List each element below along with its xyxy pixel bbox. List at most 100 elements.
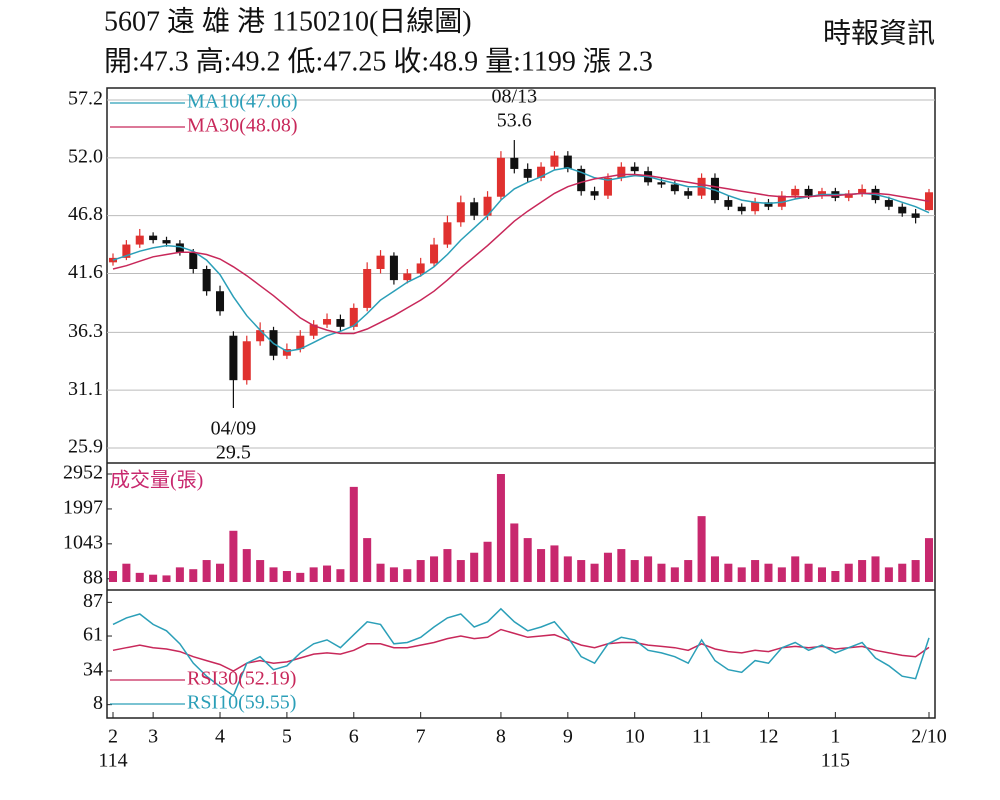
- volume-bar: [202, 560, 211, 582]
- volume-bar: [242, 549, 251, 582]
- volume-bar: [282, 571, 291, 582]
- volume-bar: [349, 486, 358, 582]
- candle-body: [349, 307, 358, 327]
- candle-body: [376, 255, 385, 269]
- candle-body: [804, 188, 813, 196]
- candle-body: [282, 349, 291, 356]
- candle-body: [216, 291, 225, 312]
- volume-bar: [737, 567, 746, 582]
- volume-bar: [777, 567, 786, 582]
- candle-body: [791, 188, 800, 196]
- candle-body: [858, 188, 867, 194]
- volume-bar: [791, 556, 800, 582]
- candle-body: [403, 273, 412, 281]
- volume-bar: [603, 552, 612, 582]
- volume-bar: [817, 567, 826, 582]
- x-tick-label: 8: [496, 726, 506, 748]
- candle-body: [684, 191, 693, 196]
- candle-body: [777, 195, 786, 207]
- y-tick-label: 2952: [63, 462, 103, 484]
- legend-label: RSI10(59.55): [187, 692, 296, 714]
- candle-body: [162, 240, 171, 244]
- y-tick-label: 57.2: [68, 88, 103, 110]
- volume-bar: [563, 556, 572, 582]
- volume-bar: [296, 572, 305, 582]
- volume-bar: [108, 571, 118, 582]
- volume-bar: [309, 567, 318, 582]
- candle-body: [309, 324, 318, 336]
- candle-body: [108, 257, 118, 263]
- volume-bar: [831, 571, 840, 582]
- candle-body: [884, 200, 893, 207]
- volume-bar: [884, 567, 893, 582]
- x-tick-label: 3: [148, 726, 158, 748]
- volume-bar: [323, 565, 332, 582]
- x-tick-label: 2/10: [911, 726, 947, 748]
- candle-body: [657, 182, 666, 185]
- candle-body: [844, 193, 853, 198]
- y-tick-label: 61: [83, 624, 103, 646]
- quote: 開:47.3 高:49.2 低:47.25 收:48.9 量:1199 漲 2.…: [104, 45, 653, 77]
- volume-bar: [443, 549, 452, 582]
- y-tick-label: 31.1: [68, 378, 103, 400]
- volume-bar: [804, 563, 813, 582]
- series-line: [112, 173, 930, 335]
- candle-body: [550, 155, 559, 167]
- candle-body: [590, 191, 599, 196]
- legend-label: MA10(47.06): [187, 91, 298, 113]
- volume-bar: [523, 538, 532, 582]
- volume-bar: [751, 560, 760, 582]
- candle-body: [389, 255, 398, 281]
- frame: [106, 87, 936, 719]
- source: 時報資訊: [823, 17, 935, 49]
- y-tick-label: 25.9: [68, 436, 103, 458]
- candle-body: [817, 191, 826, 196]
- volume-bar: [537, 549, 546, 582]
- volume-bar: [256, 560, 265, 582]
- candle-body: [443, 222, 452, 245]
- annotation-date: 04/09: [211, 418, 257, 440]
- x-tick-label: 12: [758, 726, 778, 748]
- volume-bar: [644, 556, 653, 582]
- candle-body: [456, 202, 465, 223]
- volume-bar: [710, 556, 719, 582]
- volume-bar: [149, 574, 158, 582]
- candle-body: [242, 341, 251, 381]
- volume-bar: [470, 552, 479, 582]
- candle-body: [911, 213, 920, 218]
- candle-body: [149, 235, 158, 241]
- volume-bar: [416, 560, 425, 582]
- candle-body: [416, 263, 425, 274]
- y-tick-label: 41.6: [68, 261, 103, 283]
- candle-body: [577, 168, 586, 192]
- candle-body: [630, 166, 639, 172]
- candle-body: [737, 206, 746, 212]
- volume-bar: [670, 567, 679, 582]
- volume-bar: [510, 523, 519, 582]
- x-tick-label: 5: [282, 726, 292, 748]
- volume-bar: [858, 560, 867, 582]
- volume-bar: [617, 549, 626, 582]
- volume-bar: [496, 474, 505, 582]
- candle-body: [764, 202, 773, 207]
- x-tick-label: 6: [349, 726, 359, 748]
- volume-bar: [135, 572, 144, 582]
- x-year-label: 115: [821, 750, 850, 772]
- volume-bar: [924, 538, 934, 582]
- volume-bar: [403, 569, 412, 582]
- x-tick-label: 4: [215, 726, 225, 748]
- candle-body: [122, 244, 131, 258]
- candle-body: [470, 202, 479, 216]
- volume-bar: [871, 556, 880, 582]
- series-line: [112, 607, 930, 697]
- y-tick-label: 46.8: [68, 203, 103, 225]
- x-tick-label: 2: [108, 726, 118, 748]
- panel-label: 成交量(張): [110, 469, 203, 492]
- volume-bar: [724, 563, 733, 582]
- y-tick-label: 8: [93, 692, 103, 714]
- volume-bar: [430, 556, 439, 582]
- x-tick-label: 11: [692, 726, 711, 748]
- candle-body: [323, 319, 332, 325]
- volume-bar: [630, 560, 639, 582]
- candle-body: [256, 330, 265, 342]
